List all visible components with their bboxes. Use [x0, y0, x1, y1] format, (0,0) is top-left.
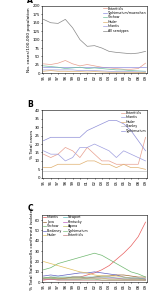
Text: B: B [27, 100, 33, 109]
Y-axis label: % Total Salmonella confirmed isolates: % Total Salmonella confirmed isolates [30, 207, 34, 290]
Y-axis label: No. cases/100,000 population: No. cases/100,000 population [27, 7, 31, 72]
Text: C: C [27, 205, 33, 213]
Legend: Enteritidis, Infantis, Hadar, Stanley, Typhimurium: Enteritidis, Infantis, Hadar, Stanley, T… [121, 111, 147, 133]
Text: A: A [27, 0, 33, 4]
Y-axis label: % Total cases: % Total cases [30, 129, 34, 159]
Legend: Enteritidis, Typhimurium/muenchen, Virchow, Hadar, Infantis, All serotypes: Enteritidis, Typhimurium/muenchen, Virch… [103, 6, 147, 33]
Legend: Infantis, Java, Virchow, Bredeney, Hadar, Newport, Kentucky, Agona, Typhimurium,: Infantis, Java, Virchow, Bredeney, Hadar… [42, 215, 88, 238]
